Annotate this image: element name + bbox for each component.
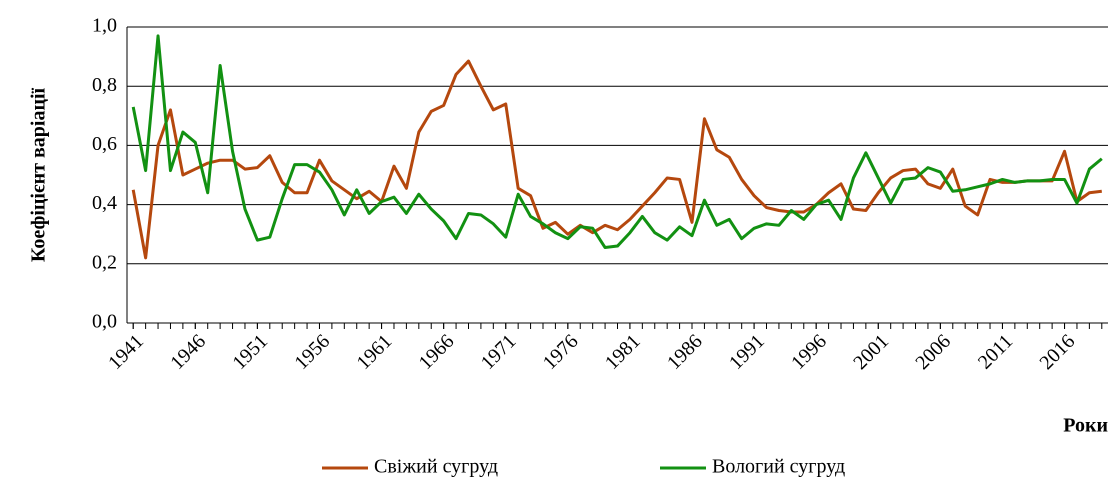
- y-axis-title: Коефіцієнт варіації: [28, 87, 50, 262]
- y-tick-label: 1,0: [92, 15, 117, 37]
- y-tick-label: 0,2: [92, 251, 117, 273]
- y-tick-label: 0,6: [92, 133, 117, 155]
- x-tick-label: 1951: [228, 330, 272, 374]
- series-line: [131, 34, 1103, 250]
- x-tick-label: 1946: [166, 330, 210, 374]
- y-tick-label: 0,8: [92, 74, 117, 96]
- legend-label: Свіжий сугруд: [374, 456, 498, 478]
- x-tick-label: 2001: [849, 330, 893, 374]
- x-tick-label: 1956: [290, 330, 334, 374]
- x-tick-label: 1981: [601, 330, 645, 374]
- x-tick-label: 1986: [663, 330, 707, 374]
- y-tick-label: 0,0: [92, 311, 117, 333]
- x-tick-label: 1971: [477, 330, 521, 374]
- x-tick-label: 1941: [104, 330, 148, 374]
- x-tick-label: 1966: [415, 330, 459, 374]
- x-tick-label: 2011: [974, 330, 1017, 373]
- x-axis-title: Роки: [1063, 415, 1108, 437]
- x-tick-label: 1961: [353, 330, 397, 374]
- x-tick-label: 1976: [539, 330, 583, 374]
- x-tick-label: 2006: [911, 330, 955, 374]
- y-tick-label: 0,4: [92, 192, 117, 214]
- x-tick-label: 2016: [1035, 330, 1079, 374]
- x-tick-label: 1991: [725, 330, 769, 374]
- x-tick-label: 1996: [787, 330, 831, 374]
- series-line: [131, 59, 1102, 260]
- legend-label: Вологий сугруд: [712, 456, 845, 478]
